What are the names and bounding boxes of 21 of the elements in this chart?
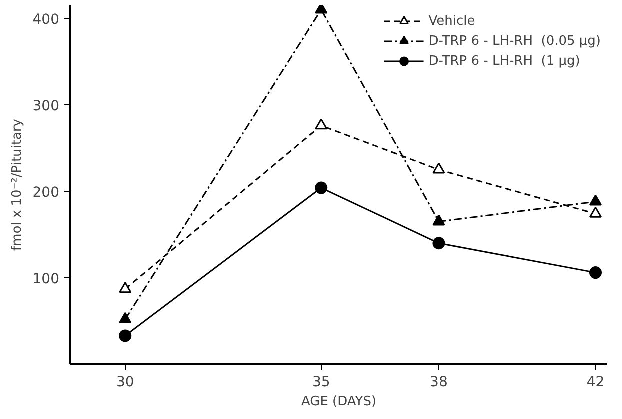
point bbox=[432, 214, 446, 226]
x-tick-label: 38 bbox=[430, 374, 448, 390]
x-tick-label: 30 bbox=[116, 374, 134, 390]
y-axis-title: fmol x 10⁻²/Pituitary bbox=[10, 118, 25, 251]
x-axis-title: AGE (DAYS) bbox=[301, 394, 377, 410]
y-tick-label: 400 bbox=[32, 12, 60, 28]
legend-label: D-TRP 6 - LH-RH (0.05 μg) bbox=[428, 34, 601, 48]
legend-label: D-TRP 6 - LH-RH (1 μg) bbox=[428, 54, 580, 68]
y-tick-label: 200 bbox=[32, 184, 60, 201]
x-tick-label: 42 bbox=[586, 374, 605, 390]
point bbox=[315, 182, 328, 194]
point bbox=[589, 194, 602, 206]
y-tick-label: 300 bbox=[32, 98, 60, 114]
x-tick-label: 35 bbox=[312, 374, 330, 390]
point bbox=[315, 118, 328, 130]
point bbox=[119, 312, 132, 324]
point bbox=[432, 162, 446, 174]
legend-label: Vehicle bbox=[428, 14, 476, 28]
point bbox=[589, 206, 602, 218]
y-tick-label: 100 bbox=[32, 271, 60, 288]
point bbox=[119, 282, 132, 294]
